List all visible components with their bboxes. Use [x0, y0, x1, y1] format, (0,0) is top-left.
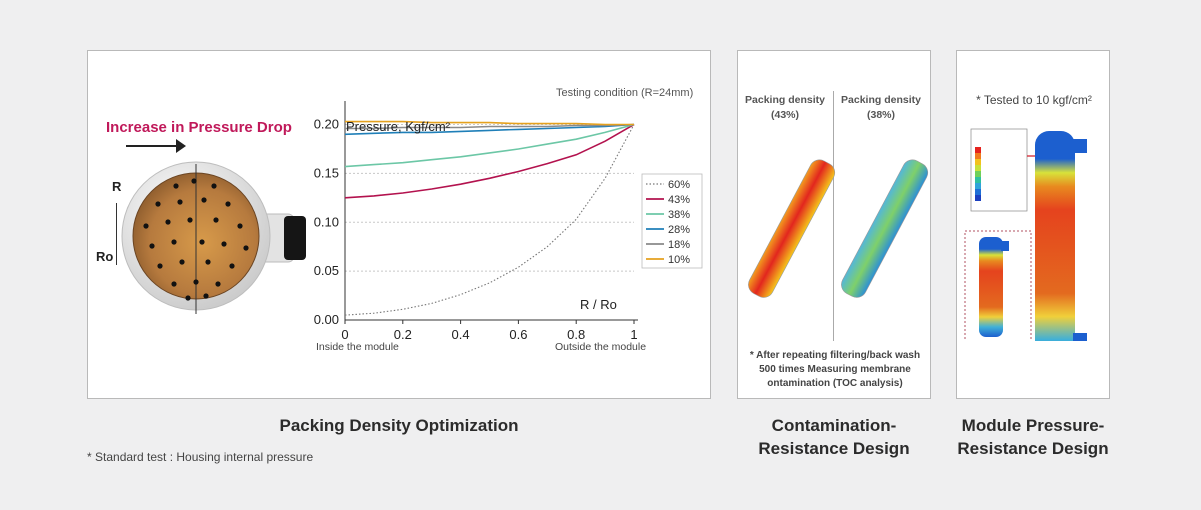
legend-label: 10% [668, 254, 690, 266]
series-line-28pct [344, 123, 635, 136]
pressure-caption: Module Pressure- Resistance Design [956, 414, 1110, 460]
radius-label: R [112, 179, 122, 194]
packing-density-38-heading: Packing density (38%) [841, 94, 921, 121]
y-tick-label: 0.20 [314, 117, 339, 132]
x-tick-label: 0 [341, 327, 348, 342]
x-axis-label: R / Ro [580, 297, 617, 312]
chart-axes [344, 101, 638, 324]
legend-label: 28% [668, 224, 690, 236]
y-axis-label: Pressure, Kgf/cm² [346, 119, 451, 134]
chart-ticks: 0.00 0.05 0.10 0.15 0.20 0 0.2 0.4 0.6 0.8 1 [314, 117, 638, 342]
x-tick-label: 1 [630, 327, 637, 342]
contamination-caption-line1: Contamination- [771, 416, 897, 435]
legend-box [641, 173, 703, 269]
tested-pressure-note: * Tested to 10 kgf/cm² [976, 93, 1092, 107]
x-tick-label: 0.8 [567, 327, 585, 342]
series-line-18pct [345, 123, 635, 130]
legend-label: 18% [668, 239, 690, 251]
y-tick-label: 0.05 [314, 263, 339, 278]
y-tick-label: 0.15 [314, 165, 339, 180]
series-line-60pct [344, 124, 635, 316]
x-tick-label: 0.6 [509, 327, 527, 342]
packing-density-panel: Testing condition (R=24mm) Increase in P… [87, 50, 711, 399]
pressure-caption-line1: Module Pressure- [961, 416, 1105, 435]
x-axis-left-note: Inside the module [316, 341, 399, 353]
pressure-resistance-panel: * Tested to 10 kgf/cm² [956, 50, 1110, 399]
chart-gridlines [345, 124, 634, 272]
x-tick-label: 0.4 [452, 327, 470, 342]
series-line-38pct [344, 123, 635, 168]
pressure-caption-line2: Resistance Design [957, 439, 1109, 458]
y-tick-label: 0.10 [314, 214, 339, 229]
contamination-panel: Packing density (43%) Packing density (3… [737, 50, 931, 399]
pressure-simulation-image [964, 128, 1087, 341]
chart-legend: 60% 43% 38% 28% 18% 10% [641, 173, 703, 269]
series-line-43pct [344, 123, 635, 199]
series-line-10pct [345, 120, 634, 126]
legend-label: 60% [668, 179, 690, 191]
arrow-right-icon [126, 145, 178, 147]
increase-pressure-drop-label: Increase in Pressure Drop [106, 119, 292, 136]
chart-series [344, 120, 635, 316]
testing-condition: Testing condition (R=24mm) [556, 87, 694, 99]
stress-colour-scale [975, 147, 981, 201]
legend-label: 38% [668, 209, 690, 221]
radius-marker-line [116, 203, 117, 265]
pressure-chart: 0.00 0.05 0.10 0.15 0.20 0 0.2 0.4 0.6 0.8 1 60% 43… [314, 101, 703, 353]
packing-density-43-heading: Packing density (43%) [745, 94, 825, 121]
standard-test-footnote: * Standard test : Housing internal press… [87, 450, 314, 464]
contamination-simulation-image [748, 159, 929, 298]
outer-radius-label: Ro [96, 249, 114, 264]
contamination-divider [833, 91, 834, 341]
packing-density-caption: Packing Density Optimization [279, 416, 519, 435]
x-axis-right-note: Outside the module [555, 341, 646, 353]
legend-label: 43% [668, 194, 690, 206]
arrow-head-icon [176, 139, 186, 153]
contamination-caption-line2: Resistance Design [758, 439, 910, 458]
contamination-test-note: * After repeating filtering/back wash 50… [749, 350, 921, 389]
module-cross-section-illustration [121, 161, 306, 314]
x-tick-label: 0.2 [394, 327, 412, 342]
contamination-caption: Contamination- Resistance Design [737, 414, 931, 460]
y-tick-label: 0.00 [314, 312, 339, 327]
